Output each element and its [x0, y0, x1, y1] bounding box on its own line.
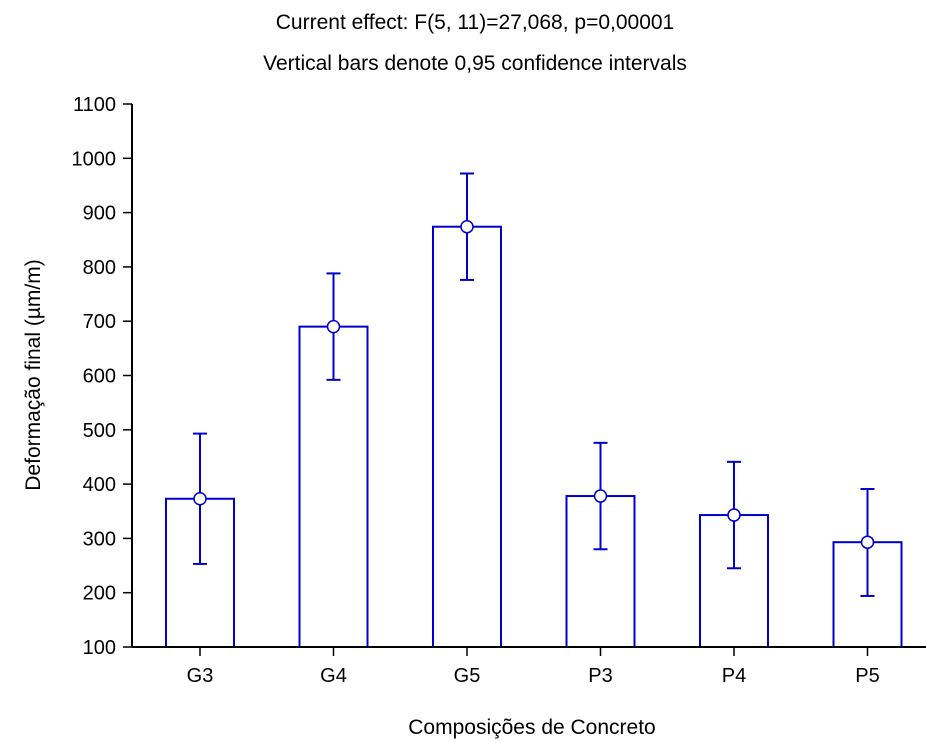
x-tick-label: G5 [454, 665, 481, 687]
x-tick-label: P4 [722, 665, 746, 687]
bar-g5 [432, 225, 502, 649]
mean-marker [326, 319, 341, 334]
x-tick-label: P5 [855, 665, 879, 687]
mean-marker [727, 508, 741, 522]
x-tick-label: G4 [320, 665, 347, 687]
y-tick-label: 200 [83, 583, 116, 605]
plot-area: 100 200 300 400 500 600 700 800 900 1000 1100 G3 G4 G… [72, 94, 926, 687]
chart-title: Current effect: F(5, 11)=27,068, p=0,000… [276, 11, 675, 34]
y-tick-label: 500 [83, 420, 116, 442]
mean-marker [593, 489, 608, 503]
mean-marker [460, 219, 474, 234]
y-tick-label: 300 [83, 528, 116, 550]
y-tick-label: 800 [83, 257, 116, 279]
mean-marker [860, 535, 875, 549]
x-tick-label: P3 [588, 665, 612, 687]
chart-subtitle: Vertical bars denote 0,95 confidence int… [263, 52, 687, 75]
y-tick-label: 1000 [72, 148, 117, 170]
y-tick-label: 900 [83, 203, 116, 225]
x-tick-label: G3 [187, 665, 214, 687]
y-tick-label: 100 [83, 637, 116, 659]
y-axis-label: Deformação final (µm/m) [22, 259, 45, 490]
y-tick-label: 400 [83, 474, 116, 496]
x-axis-label: Composições de Concreto [408, 716, 655, 739]
y-tick-label: 700 [83, 311, 116, 333]
y-tick-label: 600 [83, 366, 116, 388]
mean-marker [193, 492, 207, 506]
y-tick-label: 1100 [73, 94, 116, 116]
